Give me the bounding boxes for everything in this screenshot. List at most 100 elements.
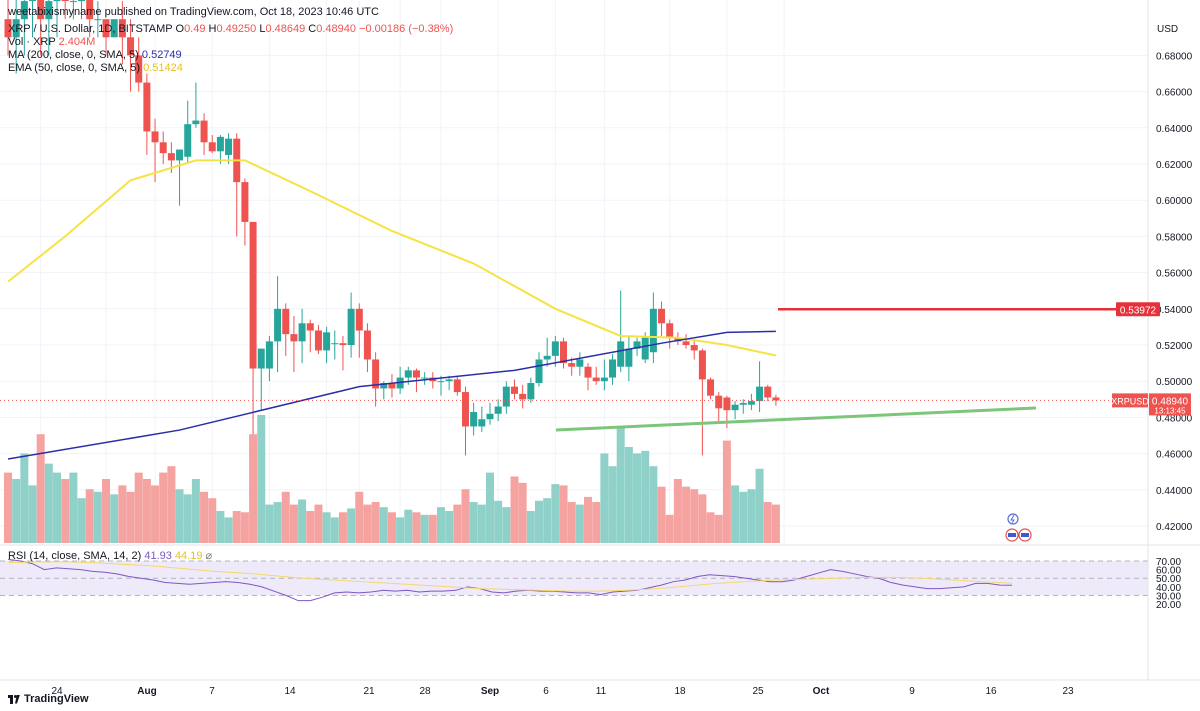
time-tick-label: 21 [363,686,375,697]
candle [20,0,28,56]
candle-body [576,359,584,367]
volume-bar [257,415,266,543]
candle [225,133,233,164]
candle [756,361,764,412]
candle-body [437,381,445,383]
price-tick-label: 0.44000 [1156,486,1193,497]
candle-body [159,142,167,154]
published-text: weetabixismyname published on TradingVie… [8,6,379,18]
candle-body [723,397,731,411]
candle-body [421,377,429,379]
candle-body [135,55,143,83]
candle [265,335,273,382]
candle-body [494,406,502,414]
volume-bar [412,512,421,543]
candle-body [461,392,469,427]
volume-bar [404,509,413,543]
candle-body [257,348,265,369]
volume-bar [44,463,53,543]
candle [568,357,576,376]
candle [609,354,617,385]
candle-body [143,82,151,132]
candle [396,366,404,394]
candle [69,0,77,20]
time-tick-label: 6 [543,686,549,697]
volume-bar [224,517,233,543]
rsi-empty-symbol: ⌀ [205,550,213,562]
price-tick-label: 0.68000 [1156,51,1193,62]
candle-body [527,383,535,400]
volume-bar [167,466,176,543]
candle-body [739,402,747,405]
volume-bar [739,491,748,543]
o-label: O [175,23,185,35]
candle-body [192,120,200,125]
candle [666,319,674,349]
candle-body [682,341,690,345]
candle-body [151,131,159,143]
volume-bar [126,491,135,543]
candle-body [298,323,306,342]
candle-body [584,366,592,378]
volume-bar [575,504,584,543]
candle [200,113,208,155]
ema-label: EMA (50, close, 0, SMA, 5) [8,62,141,74]
rsi-tick-label: 30.00 [1156,591,1181,602]
volume-bar [535,500,544,543]
candle-body [625,348,633,367]
volume-bar [608,466,617,543]
candle [527,377,535,403]
candle-body [698,350,706,380]
candle-body [208,142,216,152]
candle [453,375,461,396]
candle-body [347,308,355,345]
candle-body [86,0,94,20]
candle-body [29,0,37,2]
candle [94,1,102,38]
tradingview-logo[interactable]: TradingView [8,693,89,705]
candle-body [674,337,682,342]
candle [576,352,584,376]
candle [323,326,331,364]
ema-legend: EMA (50, close, 0, SMA, 5) 0.51424 [8,62,183,75]
resistance-badge-text: 0.53972 [1120,305,1157,316]
volume-bar [102,479,111,543]
o-value: 0.49 [184,23,206,35]
price-tick-label: 0.66000 [1156,88,1193,99]
candle-body [600,377,608,382]
volume-bar [526,511,535,543]
candle [339,335,347,371]
candle [118,1,126,65]
volume-bar [12,479,21,543]
volume-bar [633,453,642,543]
candle-body [560,341,568,364]
volume-bar [641,450,650,543]
last-price-badge [1149,393,1191,416]
volume-bar [265,504,274,543]
candle [510,379,518,400]
volume-bar [249,434,258,543]
candle-body [314,330,322,351]
support-line [555,406,1037,432]
time-tick-label: Aug [137,686,156,697]
candle-body [380,383,388,389]
rsi-legend: RSI (14, close, SMA, 14, 2) 41.93 44.19 … [8,550,212,563]
candle-body [666,323,674,338]
volume-bar [714,514,723,543]
candle [560,337,568,369]
candle [110,19,118,38]
c-value: 0.48940 [316,23,356,35]
candle [649,292,657,364]
candle [29,0,37,38]
candle-body [290,334,298,342]
candle-body [764,386,772,398]
volume-bar [624,447,633,543]
volume-legend: Vol · XRP 2.404M [8,36,95,49]
candle-body [372,359,380,389]
volume-bar [53,472,62,543]
rsi-line [7,558,1013,602]
time-tick-label: 16 [985,686,997,697]
h-label: H [208,23,217,35]
time-tick-label: 14 [284,686,296,697]
vol-label: Vol · XRP [8,36,56,48]
